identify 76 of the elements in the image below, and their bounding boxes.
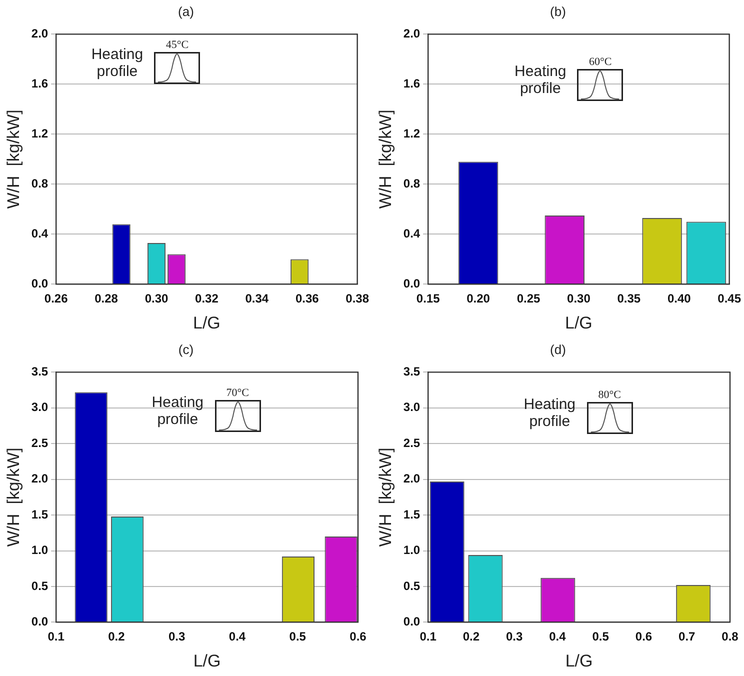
x-tick-label: 0.1 (420, 630, 437, 644)
x-tick-label: 0.2 (108, 630, 126, 644)
x-tick-label: 0.3 (506, 630, 524, 644)
y-tick-label: 1.0 (31, 543, 48, 558)
chart-title: (d) (549, 341, 567, 359)
x-tick-label: 0.28 (94, 292, 118, 306)
y-axis-title: W/H [kg/kW] (376, 110, 395, 209)
y-tick-label: 0.8 (403, 176, 420, 191)
x-tick-label: 0.32 (195, 292, 219, 306)
x-tick-label: 0.25 (516, 292, 540, 306)
y-tick-label: 1.6 (403, 76, 420, 91)
y-tick-label: 2.5 (403, 436, 420, 450)
annotation: 80°C (597, 389, 622, 402)
x-tick-label: 0.4 (549, 630, 566, 644)
x-tick-label: 0.7 (678, 630, 696, 644)
x-tick-label: 0.30 (144, 292, 168, 306)
annotation: 60°C (588, 56, 613, 68)
y-tick-label: 3.0 (31, 400, 48, 414)
y-tick-label: 0.4 (31, 226, 48, 241)
y-tick-label: 2.0 (31, 472, 48, 486)
y-tick-label: 0.4 (403, 226, 420, 241)
y-tick-label: 2.0 (31, 26, 48, 41)
y-tick-label: 1.5 (31, 507, 48, 522)
y-tick-label: 2.5 (31, 436, 48, 450)
y-tick-label: 0.0 (403, 276, 420, 291)
annotation: Heating profile (150, 394, 204, 428)
x-axis-title: L/G (193, 313, 220, 332)
x-tick-label: 0.34 (245, 292, 269, 306)
y-tick-label: 1.2 (403, 126, 420, 141)
x-axis-title: L/G (565, 313, 592, 332)
x-tick-label: 0.36 (295, 292, 320, 306)
y-tick-label: 3.5 (31, 364, 48, 379)
annotation: 70°C (225, 386, 250, 399)
annotation: Heating profile (522, 396, 576, 430)
x-axis-title: L/G (565, 651, 593, 670)
y-tick-label: 3.5 (403, 364, 420, 379)
y-tick-label: 0.5 (403, 578, 420, 593)
y-axis-title: W/H [kg/kW] (4, 448, 23, 547)
annotation: Heating profile (90, 46, 144, 80)
chart-title: (c) (177, 341, 195, 359)
x-tick-label: 0.4 (228, 630, 246, 644)
x-tick-label: 0.1 (48, 630, 65, 644)
chart-title: (a) (177, 3, 195, 21)
x-tick-label: 0.20 (466, 292, 490, 306)
y-tick-label: 0.0 (31, 614, 48, 629)
x-tick-label: 0.8 (722, 630, 739, 644)
x-tick-label: 0.6 (350, 630, 367, 644)
x-tick-label: 0.30 (567, 292, 591, 306)
y-tick-label: 0.5 (31, 578, 48, 593)
y-tick-label: 1.2 (31, 126, 48, 141)
y-tick-label: 0.0 (403, 614, 420, 629)
x-tick-label: 0.45 (718, 292, 742, 306)
y-tick-label: 0.8 (31, 176, 48, 191)
x-tick-label: 0.6 (635, 630, 652, 644)
x-tick-label: 0.35 (617, 292, 641, 306)
annotation: Heating profile (514, 63, 568, 98)
annotation: 45°C (164, 38, 190, 51)
x-tick-label: 0.3 (168, 630, 186, 644)
y-tick-label: 2.0 (403, 26, 420, 41)
x-axis-title: L/G (193, 651, 221, 670)
y-tick-label: 1.5 (403, 507, 420, 522)
x-tick-label: 0.5 (289, 630, 306, 644)
y-axis-title: W/H [kg/kW] (376, 448, 395, 547)
chart-title: (b) (549, 3, 567, 21)
y-axis-title: W/H [kg/kW] (4, 110, 23, 209)
y-tick-label: 2.0 (403, 472, 420, 486)
x-tick-label: 0.38 (346, 292, 370, 306)
y-tick-label: 1.0 (403, 543, 420, 558)
x-tick-label: 0.26 (44, 292, 68, 306)
y-tick-label: 1.6 (31, 76, 48, 91)
x-tick-label: 0.40 (667, 292, 692, 306)
x-tick-label: 0.2 (462, 630, 480, 644)
y-tick-label: 3.0 (403, 400, 420, 414)
x-tick-label: 0.5 (592, 630, 610, 644)
x-tick-label: 0.15 (416, 292, 440, 306)
y-tick-label: 0.0 (31, 276, 48, 291)
